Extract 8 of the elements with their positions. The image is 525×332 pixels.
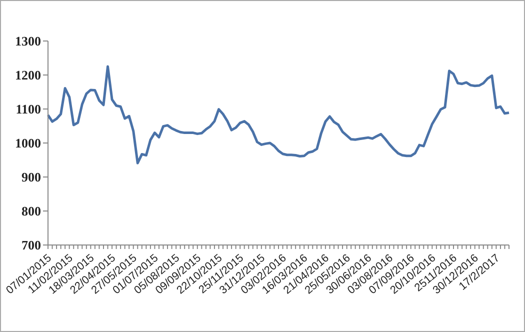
line-series — [46, 65, 510, 164]
y-tick-label: 1000 — [15, 136, 41, 151]
y-tick-label: 700 — [22, 238, 41, 253]
y-tick-label: 800 — [22, 204, 41, 219]
y-tick-label: 1100 — [16, 102, 41, 117]
y-tick-label: 1200 — [15, 68, 41, 83]
y-tick-label: 1300 — [15, 34, 41, 49]
y-tick-label: 900 — [22, 170, 41, 185]
